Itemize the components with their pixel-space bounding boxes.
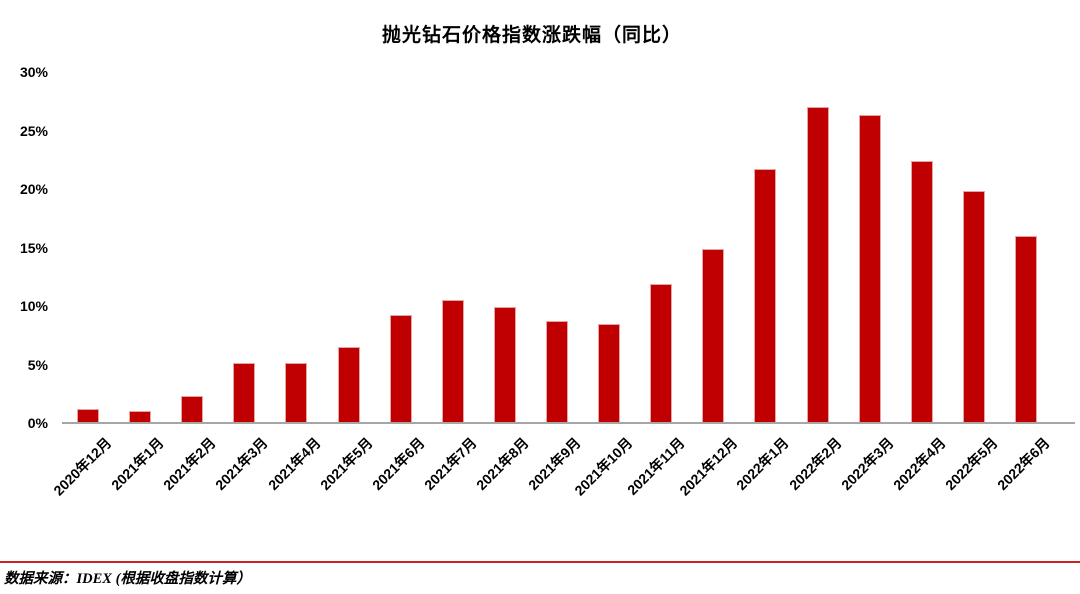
y-axis-tick-label: 15% (19, 239, 48, 256)
bar-2022年1月 (754, 169, 777, 423)
bar-2021年3月 (233, 363, 256, 423)
y-axis-tick-label: 0% (27, 415, 48, 431)
bar-2021年6月 (389, 315, 412, 423)
chart-title: 抛光钻石价格指数涨跌幅（同比） (381, 25, 682, 46)
bar-2022年2月 (806, 107, 829, 423)
bar-2021年8月 (493, 307, 516, 423)
bar-2021年11月 (650, 283, 673, 423)
y-axis-tick-label: 10% (19, 298, 48, 314)
bar-2021年1月 (129, 411, 152, 423)
bar-2021年4月 (285, 363, 308, 423)
x-axis-line (62, 422, 1075, 424)
bar-2021年12月 (702, 248, 725, 423)
bar-2021年2月 (181, 396, 204, 423)
bar-2020年12月 (77, 408, 100, 423)
bar-2022年6月 (1014, 235, 1037, 423)
bar-2022年3月 (858, 115, 881, 423)
bar-2022年5月 (962, 191, 985, 423)
source-text: 数据来源：IDEX (根据收盘指数计算） (4, 571, 251, 587)
footer-divider-line (0, 561, 1080, 563)
y-axis-tick-label: 30% (19, 64, 48, 80)
bar-2021年10月 (598, 323, 621, 423)
y-axis-tick-label: 25% (19, 122, 48, 139)
y-axis-tick-label: 20% (19, 181, 48, 197)
bar-2021年7月 (441, 300, 464, 423)
bar-2021年9月 (546, 321, 568, 423)
bar-2022年4月 (910, 160, 933, 423)
bar-2021年5月 (337, 346, 360, 423)
y-axis-tick-label: 5% (27, 356, 48, 373)
